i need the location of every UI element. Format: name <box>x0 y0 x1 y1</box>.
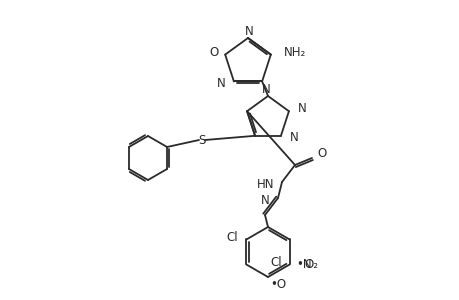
Text: O₂: O₂ <box>304 258 318 271</box>
Text: N: N <box>261 82 270 95</box>
Text: N: N <box>244 25 253 38</box>
Text: N: N <box>289 131 298 144</box>
Text: S: S <box>198 134 205 146</box>
Text: •O: •O <box>269 278 285 292</box>
Text: O: O <box>208 46 218 59</box>
Text: NH₂: NH₂ <box>283 46 305 59</box>
Text: O: O <box>316 146 325 160</box>
Text: Cl: Cl <box>226 231 238 244</box>
Text: HN: HN <box>256 178 274 190</box>
Text: Cl: Cl <box>269 256 281 269</box>
Text: •N: •N <box>296 258 312 271</box>
Text: N: N <box>217 77 225 90</box>
Text: N: N <box>261 194 269 206</box>
Text: N: N <box>297 102 306 115</box>
